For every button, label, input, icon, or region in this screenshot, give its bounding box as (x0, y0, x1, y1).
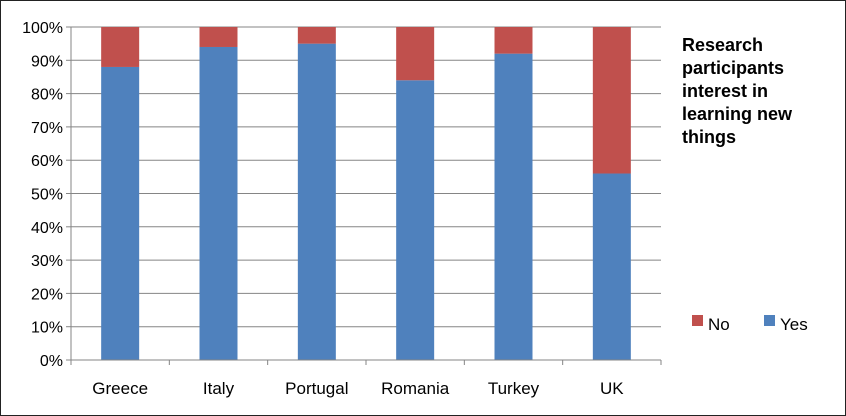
x-category-label: UK (600, 379, 624, 398)
y-tick-label: 20% (31, 286, 63, 303)
chart-title-line: Research (682, 35, 763, 55)
y-tick-label: 70% (31, 120, 63, 137)
bar-yes-romania (396, 80, 435, 360)
bar-no-italy (199, 27, 238, 47)
y-tick-label: 10% (31, 320, 63, 337)
y-tick-label: 30% (31, 253, 63, 270)
bar-yes-turkey (494, 53, 533, 360)
chart-title-line: interest in (682, 81, 768, 101)
y-tick-label: 0% (40, 353, 63, 370)
x-category-labels: Greece Italy Portugal Romania Turkey UK (92, 379, 624, 398)
y-tick-labels: 0% 10% 20% 30% 40% 50% 60% 70% 80% 90% 100% (22, 20, 63, 370)
bar-yes-greece (101, 66, 140, 361)
y-tick-label: 60% (31, 153, 63, 170)
legend-swatch-no (692, 315, 703, 326)
y-tick-label: 40% (31, 220, 63, 237)
bar-no-romania (396, 27, 435, 81)
chart-title-line: things (682, 127, 736, 147)
legend-label-no: No (708, 315, 730, 334)
bars (101, 27, 631, 361)
x-category-label: Greece (92, 379, 148, 398)
x-category-label: Italy (203, 379, 235, 398)
y-tick-label: 100% (22, 20, 63, 37)
bar-no-turkey (494, 27, 533, 54)
bar-yes-portugal (297, 43, 336, 361)
y-tick-label: 90% (31, 53, 63, 70)
bar-yes-uk (592, 173, 631, 360)
legend: No Yes (692, 315, 808, 334)
x-category-label: Portugal (285, 379, 348, 398)
legend-swatch-yes (764, 315, 775, 326)
x-category-label: Romania (381, 379, 450, 398)
gridlines (71, 26, 661, 361)
bar-no-uk (592, 27, 631, 174)
bar-yes-italy (199, 46, 238, 360)
y-tick-label: 50% (31, 187, 63, 204)
chart-title-line: participants (682, 58, 784, 78)
legend-label-yes: Yes (780, 315, 808, 334)
bar-no-portugal (297, 27, 336, 44)
y-tick-label: 80% (31, 87, 63, 104)
bar-no-greece (101, 27, 140, 67)
axes (66, 26, 662, 365)
x-category-label: Turkey (488, 379, 540, 398)
chart-title: Research participants interest in learning … (682, 35, 793, 147)
chart-title-line: learning new (682, 104, 793, 124)
